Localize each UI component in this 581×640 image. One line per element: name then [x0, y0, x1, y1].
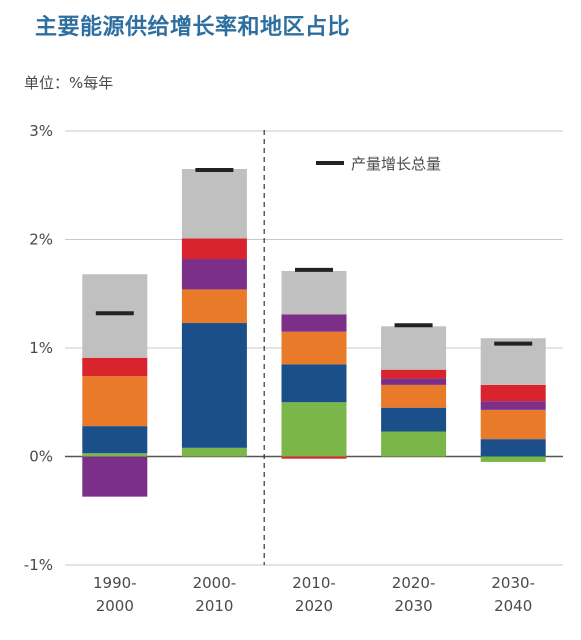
bar-segment [281, 331, 347, 365]
legend: 产量增长总量 [316, 155, 441, 173]
y-tick-label: 0% [29, 448, 53, 466]
bar-segment [480, 456, 546, 462]
bar-segment [381, 407, 447, 432]
legend-total-label: 产量增长总量 [351, 155, 441, 173]
bar-segment [181, 289, 247, 324]
bars [82, 168, 546, 497]
bar-segment [381, 431, 447, 457]
unit-label: 单位：%每年 [24, 74, 114, 92]
bar-segment [480, 384, 546, 402]
bar-segment [82, 426, 148, 454]
bar-segment [82, 274, 148, 358]
bar-segment [281, 364, 347, 403]
bar-segment [480, 338, 546, 385]
bar-segment [181, 168, 247, 239]
gridlines [65, 130, 563, 566]
x-tick-label: 2030 [395, 597, 433, 615]
bar-segment [181, 323, 247, 448]
bar-segment [381, 369, 447, 379]
x-tick-label: 2020 [295, 597, 333, 615]
bar-segment [281, 314, 347, 332]
y-tick-label: 2% [29, 231, 53, 249]
bar-segment [82, 357, 148, 377]
x-tick-label: 2030- [491, 574, 535, 592]
bar-segment [381, 378, 447, 385]
bar-segment [281, 270, 347, 315]
y-tick-label: 3% [29, 122, 53, 140]
x-tick-label: 1990- [93, 574, 137, 592]
x-tick-label: 2020- [392, 574, 436, 592]
chart-title: 主要能源供给增长率和地区占比 [35, 15, 351, 40]
x-tick-label: 2010- [292, 574, 336, 592]
bar-segment [480, 401, 546, 410]
total-markers [95, 168, 533, 346]
bar-segment [181, 238, 247, 260]
x-tick-label: 2000 [96, 597, 134, 615]
bar-segment [480, 409, 546, 440]
axes: 3% 2% 1% 0% -1% 1990- 2000 2000- 2010 2010- 2020 20… [24, 122, 535, 615]
x-tick-label: 2000- [193, 574, 237, 592]
bar-segment [480, 439, 546, 457]
y-tick-label: -1% [24, 556, 53, 574]
bar-segment [82, 456, 148, 497]
bar-segment [82, 453, 148, 457]
bar-segment [381, 326, 447, 370]
bar-segment [281, 402, 347, 457]
x-tick-label: 2010 [195, 597, 233, 615]
bar-segment [181, 447, 247, 457]
x-tick-label: 2040 [494, 597, 532, 615]
bar-segment [82, 376, 148, 427]
bar-segment [381, 384, 447, 408]
y-tick-label: 1% [29, 339, 53, 357]
bar-segment [181, 259, 247, 290]
bar-segment [281, 456, 347, 459]
